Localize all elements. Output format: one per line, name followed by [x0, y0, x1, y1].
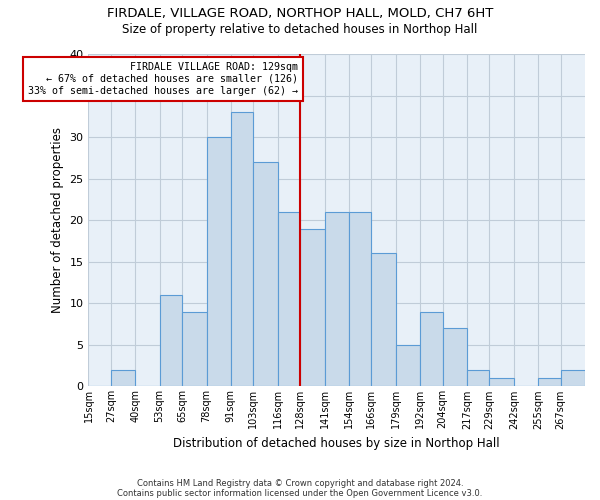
Bar	[300, 228, 325, 386]
Bar	[231, 112, 253, 386]
Bar	[206, 137, 231, 386]
Bar	[538, 378, 560, 386]
Text: Contains public sector information licensed under the Open Government Licence v3: Contains public sector information licen…	[118, 488, 482, 498]
Bar	[443, 328, 467, 386]
Bar	[160, 295, 182, 386]
Bar	[349, 212, 371, 386]
Text: FIRDALE VILLAGE ROAD: 129sqm
← 67% of detached houses are smaller (126)
33% of s: FIRDALE VILLAGE ROAD: 129sqm ← 67% of de…	[28, 62, 298, 96]
Text: FIRDALE, VILLAGE ROAD, NORTHOP HALL, MOLD, CH7 6HT: FIRDALE, VILLAGE ROAD, NORTHOP HALL, MOL…	[107, 8, 493, 20]
Bar	[182, 312, 206, 386]
Bar	[111, 370, 136, 386]
Bar	[278, 212, 300, 386]
Bar	[325, 212, 349, 386]
Text: Contains HM Land Registry data © Crown copyright and database right 2024.: Contains HM Land Registry data © Crown c…	[137, 478, 463, 488]
Y-axis label: Number of detached properties: Number of detached properties	[51, 127, 64, 313]
Bar	[371, 254, 396, 386]
Bar	[467, 370, 490, 386]
X-axis label: Distribution of detached houses by size in Northop Hall: Distribution of detached houses by size …	[173, 437, 500, 450]
Bar	[420, 312, 443, 386]
Text: Size of property relative to detached houses in Northop Hall: Size of property relative to detached ho…	[122, 22, 478, 36]
Bar	[560, 370, 585, 386]
Bar	[490, 378, 514, 386]
Bar	[396, 345, 420, 387]
Bar	[253, 162, 278, 386]
